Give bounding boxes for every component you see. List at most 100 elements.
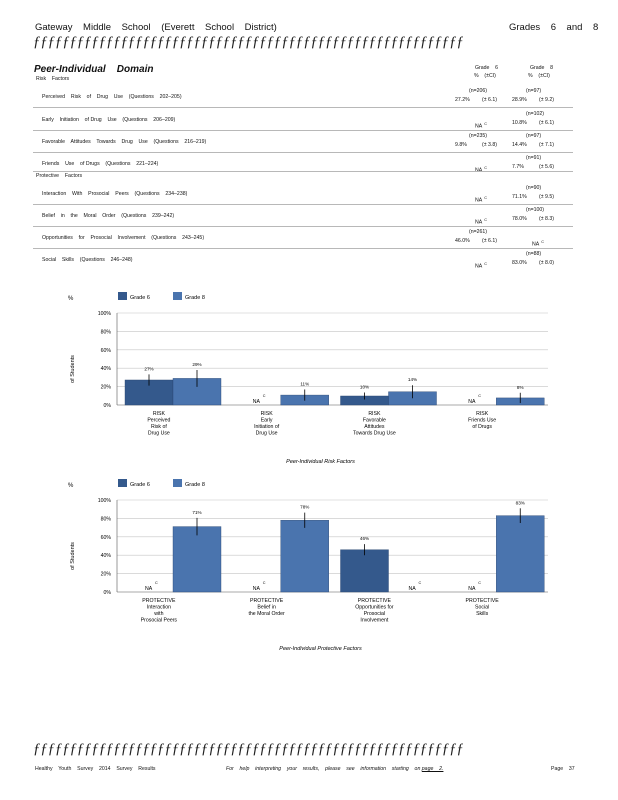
na-superscript: C [484, 122, 487, 126]
legend-label: Grade 6 [130, 295, 150, 301]
legend-label: Grade 6 [130, 482, 150, 488]
row-divider [33, 226, 573, 227]
percent-value: 9.8% [455, 142, 467, 148]
protective-factors-chart: % Grade 6 Grade 8 0% 20% 40% 60% 80% 100% of Stud… [68, 479, 548, 652]
percent-value: 14.4% [512, 142, 527, 148]
na-text: NA [475, 123, 483, 130]
na-text: NA [475, 197, 483, 204]
category-label: Friends Use [468, 418, 496, 424]
category-label: Belief in [257, 605, 276, 611]
footer-help-text: For help interpreting your results, plea… [226, 766, 421, 772]
n-count: (n=102) [526, 111, 545, 117]
na-text: NA [475, 167, 483, 174]
bar [280, 520, 329, 593]
risk-factors-chart: % Grade 6 Grade 8 0% 20% 40% 60% 80% 100% of Stud… [68, 292, 548, 465]
y-tick-label: 0% [104, 590, 112, 596]
na-value: NA C [475, 122, 487, 130]
ci-value: (± 7.1) [539, 142, 554, 148]
y-tick-label: 40% [101, 553, 112, 559]
percent-value: 7.7% [512, 164, 524, 170]
legend-label: Grade 8 [185, 482, 205, 488]
category-label: Social [475, 605, 489, 611]
header-rule: ƒƒƒƒƒƒƒƒƒƒƒƒƒƒƒƒƒƒƒƒƒƒƒƒƒƒƒƒƒƒƒƒƒƒƒƒƒƒƒƒ… [33, 34, 463, 50]
bar [340, 549, 389, 593]
y-tick-label: 60% [101, 348, 112, 354]
na-text: NA [475, 219, 483, 226]
category-label: Drug Use [256, 431, 278, 437]
row-divider [33, 130, 573, 131]
row-divider [33, 152, 573, 153]
bar-na-sup: C [263, 581, 266, 585]
category-label: Prosocial [364, 611, 385, 617]
x-axis-title: Peer-Individual Risk Factors [286, 459, 355, 465]
n-count: (n=90) [526, 185, 542, 191]
row-divider [33, 204, 573, 205]
n-count: (n=261) [469, 229, 488, 235]
n-count: (n=206) [469, 88, 488, 94]
y-tick-label: 80% [101, 329, 112, 335]
category-label: Opportunities for [355, 605, 394, 611]
category-label: Initiation of [254, 424, 280, 430]
corner-mark: % [68, 483, 74, 489]
n-count: (n=97) [526, 88, 542, 94]
category-label: PROTECTIVE [250, 598, 284, 604]
category-label: Favorable [363, 418, 386, 424]
grade8-col-header: Grade 8 [530, 65, 554, 71]
n-count: (n=88) [526, 251, 542, 257]
percent-value: 83.0% [512, 260, 527, 266]
legend-swatch [118, 479, 127, 487]
protective-factors-label: Protective Factors [36, 173, 83, 179]
na-value: NA C [475, 218, 487, 226]
percent-value: 46.0% [455, 238, 470, 244]
bar-na-label: NA [145, 586, 153, 592]
category-label: Attitudes [364, 424, 385, 430]
n-count: (n=235) [469, 133, 488, 139]
category-label: Drug Use [148, 431, 170, 437]
y-tick-label: 40% [101, 366, 112, 372]
category-label: Involvement [360, 618, 389, 624]
na-superscript: C [484, 262, 487, 266]
bar-value-label: 46% [360, 536, 369, 541]
bar-na-sup: C [478, 581, 481, 585]
grades-header: Grades 6 and 8 [509, 22, 599, 33]
footer-left: Healthy Youth Survey 2014 Survey Results [35, 766, 156, 772]
table-row-label: Favorable Attitudes Towards Drug Use (Qu… [42, 139, 207, 145]
category-label: Interaction [147, 605, 171, 611]
percent-value: 71.1% [512, 194, 527, 200]
bar [496, 515, 545, 593]
bar-value-label: 83% [516, 500, 525, 505]
y-tick-label: 0% [104, 403, 112, 409]
y-tick-label: 60% [101, 535, 112, 541]
grade8-ci-header: % (±CI) [528, 73, 550, 79]
category-label: Towards Drug Use [353, 431, 396, 437]
na-text: NA [532, 241, 540, 248]
grade6-col-header: Grade 6 [475, 65, 499, 71]
footer-page-link[interactable]: page 2. [421, 766, 444, 772]
ci-value: (± 6.1) [482, 238, 497, 244]
na-value: NA C [475, 166, 487, 174]
percent-value: 28.9% [512, 97, 527, 103]
grade6-ci-header: % (±CI) [474, 73, 496, 79]
category-label: Prosocial Peers [141, 618, 178, 624]
row-divider [33, 248, 573, 249]
y-axis-label: of Students [70, 542, 76, 570]
category-label: Risk of [151, 424, 167, 430]
ci-value: (± 3.8) [482, 142, 497, 148]
y-tick-label: 20% [101, 572, 112, 578]
category-label: PROTECTIVE [358, 598, 392, 604]
x-axis-title: Peer-Individual Protective Factors [279, 646, 362, 652]
n-count: (n=91) [526, 155, 542, 161]
footer-rule: ƒƒƒƒƒƒƒƒƒƒƒƒƒƒƒƒƒƒƒƒƒƒƒƒƒƒƒƒƒƒƒƒƒƒƒƒƒƒƒƒ… [33, 741, 463, 757]
y-tick-label: 100% [98, 311, 112, 317]
section-divider [33, 171, 573, 172]
bar-value-label: 10% [360, 384, 369, 389]
bar-na-sup: C [155, 581, 158, 585]
na-value: NA C [475, 196, 487, 204]
category-label: PROTECTIVE [466, 598, 500, 604]
table-row-label: Friends Use of Drugs (Questions 221–224) [42, 161, 159, 167]
na-superscript: C [484, 166, 487, 170]
category-label: Perceived [147, 418, 170, 424]
n-count: (n=100) [526, 207, 545, 213]
legend-label: Grade 8 [185, 295, 205, 301]
na-superscript: C [541, 240, 544, 244]
